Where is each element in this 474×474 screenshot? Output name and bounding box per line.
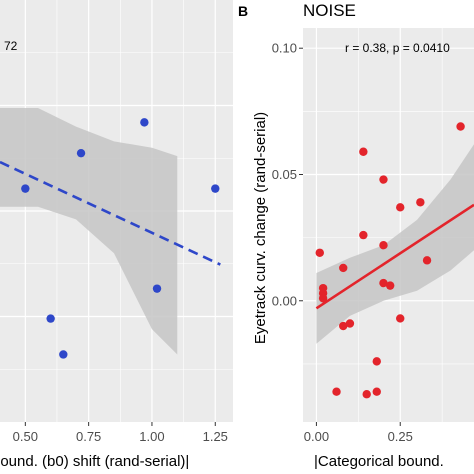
data-point xyxy=(379,278,388,288)
data-point xyxy=(359,230,368,240)
regression-line xyxy=(0,160,221,266)
data-point xyxy=(416,198,425,207)
data-point xyxy=(372,387,381,396)
panel-a-fit-line xyxy=(0,160,221,266)
panel-b-title: NOISE xyxy=(303,1,356,20)
regression-line xyxy=(315,203,474,310)
data-point xyxy=(21,184,30,193)
data-point xyxy=(379,241,388,250)
data-point xyxy=(59,350,68,359)
x-tick-label: 0.25 xyxy=(388,429,413,444)
data-point xyxy=(396,314,405,323)
data-point xyxy=(385,281,395,290)
data-point xyxy=(339,263,348,273)
panel-b-x-axis-title: |Categorical bound. xyxy=(314,453,444,470)
data-point xyxy=(140,118,149,127)
panel-b: B NOISE r = 0.38, p = 0.0410 0.00 0.05 0.1… xyxy=(238,1,474,470)
x-tick-label: 0.00 xyxy=(304,429,329,444)
panel-b-stat-text: r = 0.38, p = 0.0410 xyxy=(345,41,450,55)
data-point xyxy=(422,256,432,265)
panel-a-points xyxy=(21,118,220,359)
confidence-band xyxy=(316,144,474,344)
confidence-band xyxy=(0,108,178,355)
data-point xyxy=(318,283,328,293)
data-point xyxy=(456,122,465,131)
data-point xyxy=(379,175,388,184)
panel-a-x-ticks: 0.50 0.75 1.00 1.25 xyxy=(13,422,228,444)
panel-a-confidence-band xyxy=(0,108,178,355)
panel-b-fit-line xyxy=(315,203,474,310)
data-point xyxy=(332,387,341,396)
panel-b-x-ticks: 0.00 0.25 xyxy=(304,422,413,444)
panel-b-points xyxy=(315,122,465,399)
y-tick-label: 0.05 xyxy=(272,167,297,182)
data-point xyxy=(345,319,355,328)
panel-b-confidence-band xyxy=(316,144,474,344)
panel-a: 72 0.50 0.75 1.00 1.25 bound. (b0) shift (r… xyxy=(0,0,233,470)
x-tick-label: 0.50 xyxy=(13,429,38,444)
x-tick-label: 1.25 xyxy=(203,429,228,444)
data-point xyxy=(315,248,324,257)
data-point xyxy=(372,357,381,366)
x-tick-label: 1.00 xyxy=(139,429,164,444)
data-point xyxy=(152,284,162,293)
y-tick-label: 0.10 xyxy=(272,41,297,56)
data-point xyxy=(211,184,220,193)
panel-a-stat-text: 72 xyxy=(4,39,18,53)
y-tick-label: 0.00 xyxy=(272,293,297,308)
data-point xyxy=(318,294,328,303)
data-point xyxy=(362,390,371,399)
data-point xyxy=(396,203,405,212)
panel-b-grid xyxy=(303,28,474,422)
panel-a-x-axis-title: bound. (b0) shift (rand-serial)| xyxy=(0,453,189,470)
x-tick-label: 0.75 xyxy=(76,429,101,444)
data-point xyxy=(46,314,55,323)
data-point xyxy=(359,147,368,156)
panel-b-y-axis-title: Eyetrack curv. change (rand-serial) xyxy=(252,112,269,344)
data-point xyxy=(339,321,348,331)
panel-b-label: B xyxy=(238,3,248,19)
data-point xyxy=(76,148,86,158)
panel-b-y-ticks: 0.00 0.05 0.10 xyxy=(272,41,303,308)
